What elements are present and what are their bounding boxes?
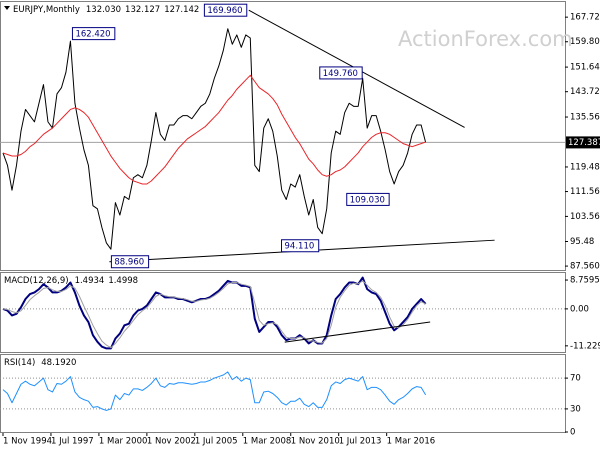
y-tick-label: 119.480 [570, 162, 600, 172]
y-tick-label: 0.00 [570, 304, 589, 314]
y-tick-label: 95.48 [570, 237, 594, 247]
x-tick-label: 1 Jul 2013 [339, 437, 382, 447]
x-tick-label: 1 Jul 1997 [51, 437, 94, 447]
annotation-box [346, 192, 390, 206]
header-value: 1.4934 [75, 276, 105, 286]
annotation-box [319, 66, 363, 80]
x-tick-label: 1 Mar 2000 [99, 437, 147, 447]
series-line [2, 280, 426, 349]
x-tick-label: 1 Nov 2010 [291, 437, 340, 447]
current-price-box [566, 136, 600, 149]
rsi-panel [0, 354, 566, 433]
annotation-label: 88.960 [114, 258, 144, 268]
current-price-label: 127.387 [568, 138, 600, 148]
panel-header: RSI(14) 48.1920 [4, 358, 76, 368]
y-tick-label: 135.560 [570, 113, 600, 123]
annotation-box [281, 239, 320, 253]
panel-title: EURJPY,Monthly [13, 5, 80, 15]
x-tick-label: 1 Mar 2016 [387, 437, 435, 447]
panel-title: RSI(14) [4, 358, 35, 368]
annotation-box [71, 27, 116, 41]
y-tick-label: 167.720 [570, 13, 600, 23]
x-tick-label: 1 Nov 2002 [147, 437, 196, 447]
panel-title: MACD(12,26,9) [4, 276, 69, 286]
y-tick-label: 103.560 [570, 212, 600, 222]
x-tick-label: 1 Mar 2008 [243, 437, 291, 447]
panel-header: MACD(12,26,9) 1.4934 1.4998 [4, 276, 138, 286]
header-value: 1.4998 [108, 276, 138, 286]
x-tick-label: 1 Jul 2005 [195, 437, 238, 447]
y-tick-label: 151.640 [570, 63, 600, 73]
annotation-box [203, 3, 248, 17]
annotation-label: 94.110 [285, 242, 315, 252]
series-line [2, 28, 427, 250]
annotation-label: 169.960 [207, 6, 242, 16]
price-panel [0, 1, 566, 271]
header-icon [4, 6, 10, 10]
header-value: 127.142 [164, 5, 199, 15]
y-tick-label: 143.720 [570, 87, 600, 97]
header-value: 48.1920 [41, 358, 76, 368]
trendline [284, 321, 431, 343]
series-line [2, 371, 427, 411]
annotation-label: 109.030 [350, 195, 385, 205]
watermark: ActionForex.com [398, 27, 573, 51]
header-value: 132.127 [125, 5, 160, 15]
y-tick-label: 30 [570, 404, 581, 414]
y-tick-label: 159.800 [570, 37, 600, 47]
annotation-box [110, 255, 150, 269]
header-value: 132.030 [86, 5, 121, 15]
y-tick-label: 8.7595 [570, 276, 600, 286]
series-line [2, 74, 426, 185]
y-tick-label: 0 [570, 428, 575, 438]
y-tick-label: 111.56 [570, 187, 600, 197]
annotation-label: 162.420 [75, 30, 110, 40]
x-tick-label: 1 Nov 1994 [3, 437, 52, 447]
y-tick-label: 70 [570, 374, 581, 384]
y-tick-label: 87.560 [570, 262, 600, 272]
macd-panel [0, 272, 566, 353]
annotation-label: 149.760 [323, 69, 358, 79]
y-tick-label: -11.2299 [570, 341, 600, 351]
